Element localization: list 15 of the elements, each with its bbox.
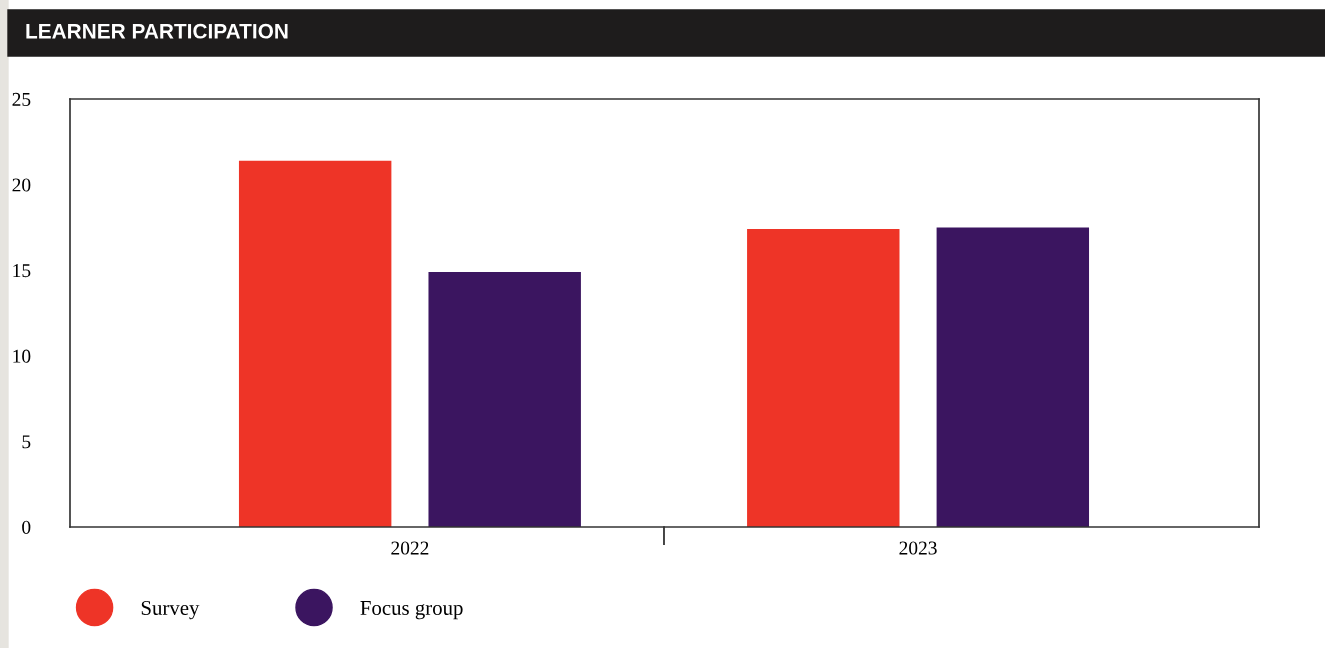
legend-label: Focus group [360, 601, 463, 620]
chart-title: LEARNER PARTICIPATION [26, 23, 288, 39]
bar [428, 271, 581, 527]
y-tick-label: 25 [12, 92, 31, 106]
legend-label: Survey [141, 600, 200, 620]
bar [936, 227, 1090, 527]
y-tick-label: 10 [13, 349, 31, 363]
x-tick-label: 2023 [899, 541, 937, 555]
x-tick-label: 2022 [391, 541, 429, 555]
bar [238, 160, 392, 527]
bar [747, 229, 900, 527]
y-tick-label: 20 [12, 178, 31, 192]
y-tick-label: 15 [13, 264, 31, 278]
y-tick-label: 0 [22, 520, 31, 534]
y-tick-label: 5 [22, 435, 31, 449]
